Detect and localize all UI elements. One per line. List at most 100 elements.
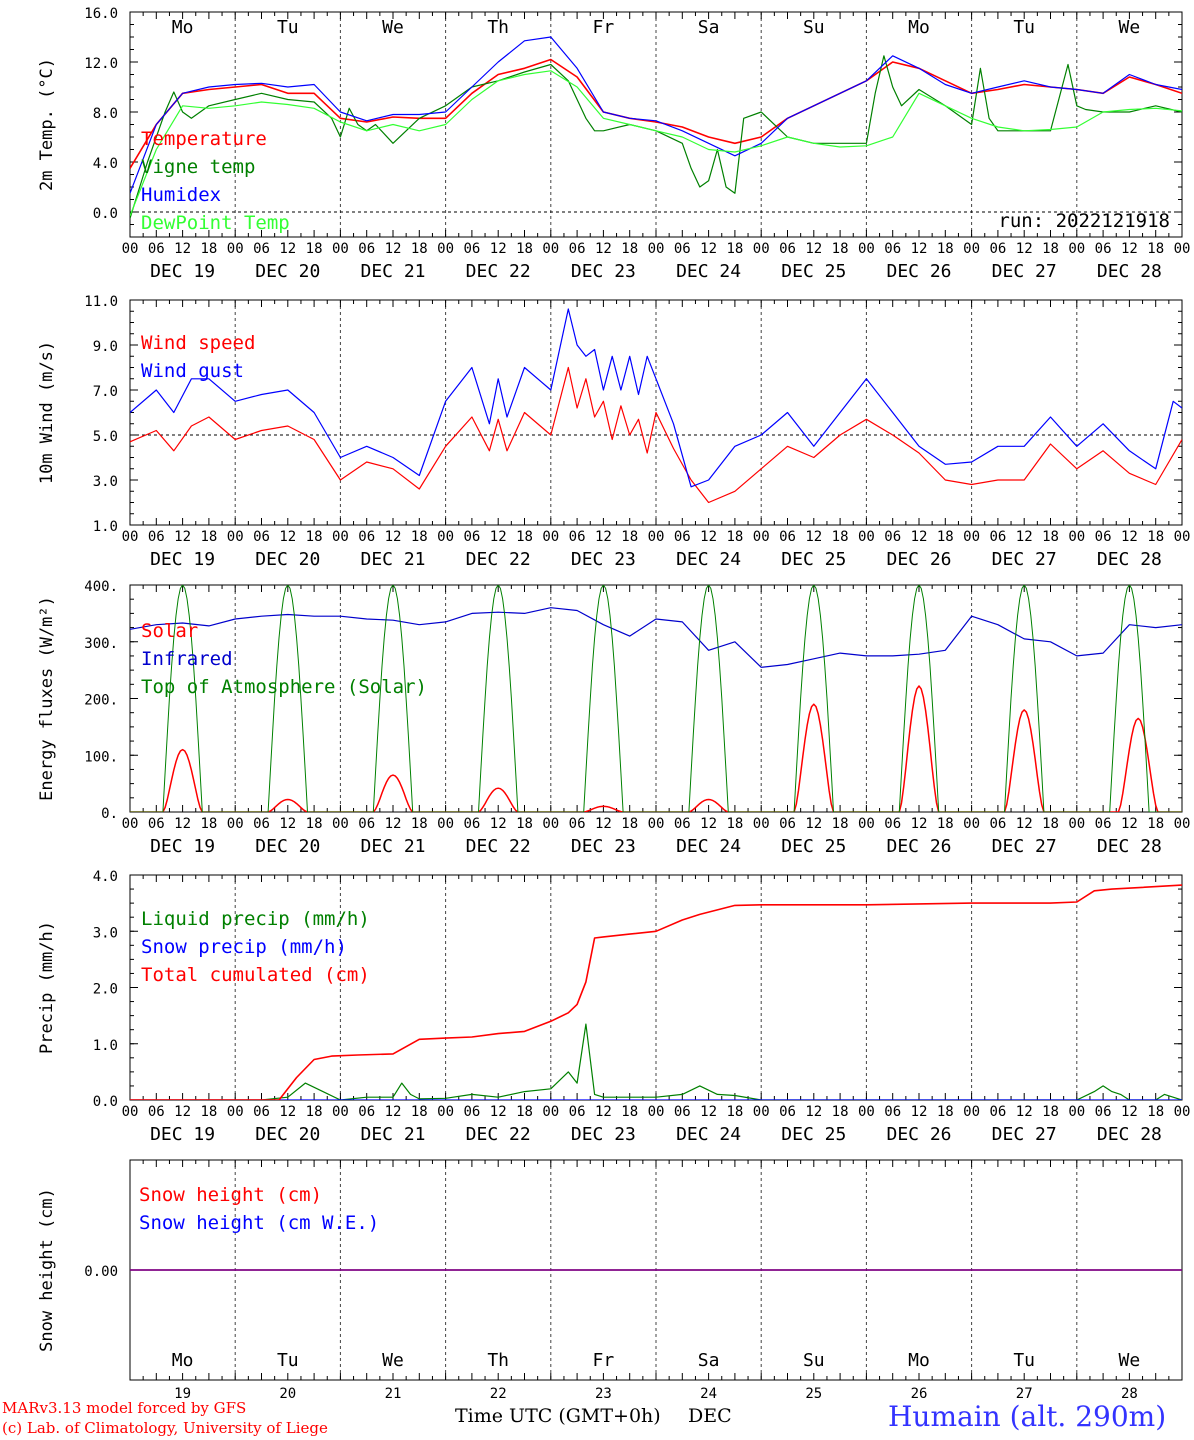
hour-tick-label: 06 (884, 241, 901, 257)
hour-tick-label: 06 (779, 241, 796, 257)
hour-tick-label: 00 (963, 529, 980, 545)
hour-tick-label: 12 (805, 1104, 822, 1120)
hour-tick-label: 18 (832, 241, 849, 257)
hour-tick-label: 00 (858, 1104, 875, 1120)
hour-tick-label: 00 (1174, 529, 1191, 545)
hour-tick-label: 00 (332, 241, 349, 257)
date-label: DEC 20 (255, 836, 320, 857)
hour-tick-label: 18 (1147, 1104, 1164, 1120)
y-tick-label: 1.0 (93, 1038, 118, 1054)
hour-tick-label: 12 (490, 529, 507, 545)
date-label: DEC 24 (676, 549, 741, 570)
date-label: DEC 26 (886, 261, 951, 282)
hour-tick-label: 00 (332, 1104, 349, 1120)
hour-tick-label: 18 (726, 1104, 743, 1120)
hour-tick-label: 06 (569, 816, 586, 832)
series-group (130, 36, 1182, 219)
hour-tick-label: 18 (1147, 816, 1164, 832)
weekday-label: We (382, 17, 404, 38)
station-label: Humain (alt. 290m) (888, 1400, 1167, 1433)
legend-entry: Infrared (141, 648, 233, 670)
y-tick-label: 0.00 (84, 1264, 118, 1280)
series-solar (445, 787, 551, 812)
date-label: DEC 20 (255, 261, 320, 282)
hour-tick-label: 12 (279, 241, 296, 257)
hour-tick-label: 12 (595, 529, 612, 545)
date-label: DEC 24 (676, 1124, 741, 1145)
hour-tick-label: 06 (779, 1104, 796, 1120)
hour-tick-label: 06 (148, 816, 165, 832)
hour-tick-label: 12 (1121, 1104, 1138, 1120)
hour-tick-label: 00 (542, 816, 559, 832)
panel-wind: 11.0 9.0 7.0 5.0 3.0 1.0 10m Wind (m/s) 00 06 12 1… (37, 294, 1190, 570)
date-label: DEC 19 (150, 549, 215, 570)
hour-tick-label: 06 (674, 1104, 691, 1120)
hour-tick-label: 00 (437, 816, 454, 832)
legend-entry: Wind gust (141, 360, 244, 382)
series-top-of-atmosphere-solar (866, 585, 972, 812)
hour-tick-label: 00 (542, 529, 559, 545)
hour-tick-label: 06 (148, 529, 165, 545)
y-tick-label: 200. (84, 693, 118, 709)
y-tick-label: 1.0 (93, 519, 118, 535)
hour-tick-label: 18 (200, 816, 217, 832)
hour-tick-label: 12 (700, 529, 717, 545)
hour-tick-label: 00 (227, 241, 244, 257)
series-top-of-atmosphere-solar (656, 585, 762, 812)
hour-tick-label: 18 (306, 816, 323, 832)
y-tick-label: 400. (84, 579, 118, 595)
panel-flux: 400. 300. 200. 100. 0. Energy fluxes (W/m²) 00… (37, 579, 1190, 857)
hour-tick-label: 00 (122, 816, 139, 832)
weekday-label: Su (803, 17, 825, 38)
weekday-label: Mo (908, 1350, 930, 1371)
hour-tick-label: 06 (779, 529, 796, 545)
date-label: DEC 26 (886, 836, 951, 857)
date-label: DEC 20 (255, 1124, 320, 1145)
hour-tick-label: 12 (1016, 241, 1033, 257)
hour-tick-label: 00 (858, 816, 875, 832)
date-label: DEC 21 (360, 261, 425, 282)
hour-tick-label: 12 (490, 1104, 507, 1120)
series-infrared (130, 607, 1182, 668)
hour-tick-label: 18 (306, 1104, 323, 1120)
hour-tick-label: 00 (648, 1104, 665, 1120)
weekday-label: Mo (172, 1350, 194, 1371)
weekday-label: Th (487, 1350, 509, 1371)
weekday-label: Tu (1013, 1350, 1035, 1371)
hour-tick-label: 06 (569, 1104, 586, 1120)
date-label: DEC 21 (360, 836, 425, 857)
weekday-label: Sa (698, 1350, 720, 1371)
hour-tick-label: 12 (911, 816, 928, 832)
date-label: DEC 23 (571, 1124, 636, 1145)
hour-tick-label: 00 (332, 529, 349, 545)
hour-tick-label: 12 (490, 241, 507, 257)
legend-entry: Wind speed (141, 332, 255, 354)
legend-entry: Temperature (141, 128, 267, 150)
hour-tick-label: 18 (411, 1104, 428, 1120)
legend-entry: Humidex (141, 184, 221, 206)
legend-entry: Snow precip (mm/h) (141, 936, 347, 958)
hour-tick-label: 18 (1042, 529, 1059, 545)
date-label: DEC 27 (992, 836, 1057, 857)
hour-tick-label: 06 (674, 816, 691, 832)
date-label: DEC 28 (1097, 549, 1162, 570)
y-axis-label: Energy fluxes (W/m²) (37, 596, 57, 801)
hour-tick-label: 12 (385, 816, 402, 832)
hour-tick-label: 12 (911, 529, 928, 545)
hour-tick-label: 00 (122, 529, 139, 545)
y-tick-label: 0.0 (93, 1094, 118, 1110)
hour-tick-label: 00 (227, 816, 244, 832)
y-tick-label: 3.0 (93, 925, 118, 941)
x-axis-label: Time UTC (GMT+0h) (455, 1405, 661, 1427)
date-label: DEC 23 (571, 836, 636, 857)
date-label: DEC 26 (886, 1124, 951, 1145)
series-wind-gust (130, 308, 1182, 488)
hour-tick-label: 18 (1147, 241, 1164, 257)
hour-tick-label: 00 (1068, 816, 1085, 832)
series-top-of-atmosphere-solar (235, 585, 341, 812)
hour-tick-label: 00 (753, 529, 770, 545)
weekday-label: Fr (593, 17, 615, 38)
hour-tick-label: 06 (569, 529, 586, 545)
hour-tick-label: 12 (174, 816, 191, 832)
hour-tick-label: 00 (1068, 529, 1085, 545)
